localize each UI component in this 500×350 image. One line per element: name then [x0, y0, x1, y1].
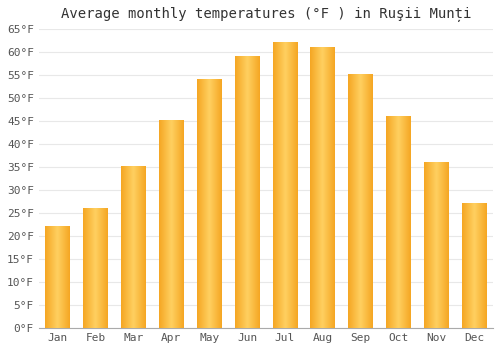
Title: Average monthly temperatures (°F ) in Ruşii Munți: Average monthly temperatures (°F ) in Ru…: [60, 7, 471, 22]
